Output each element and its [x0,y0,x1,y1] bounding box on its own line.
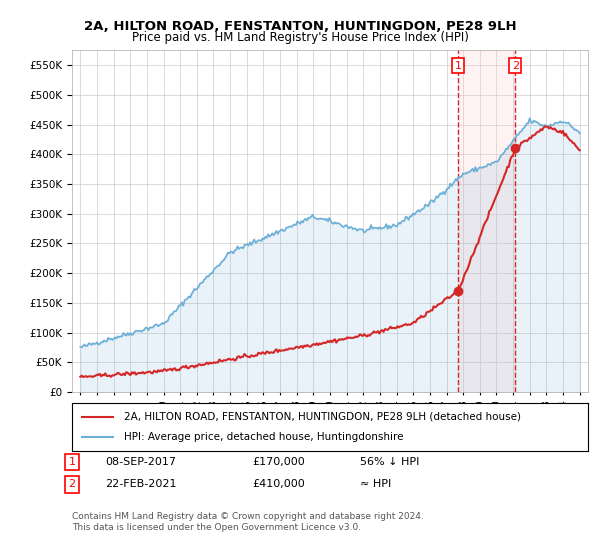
Bar [458,50,515,392]
Text: 56% ↓ HPI: 56% ↓ HPI [360,457,419,467]
Text: 1: 1 [455,60,461,71]
Text: HPI: Average price, detached house, Huntingdonshire: HPI: Average price, detached house, Hunt… [124,432,403,442]
Text: 2A, HILTON ROAD, FENSTANTON, HUNTINGDON, PE28 9LH (detached house): 2A, HILTON ROAD, FENSTANTON, HUNTINGDON,… [124,412,521,422]
Text: £170,000: £170,000 [252,457,305,467]
Text: £410,000: £410,000 [252,479,305,489]
Text: 2A, HILTON ROAD, FENSTANTON, HUNTINGDON, PE28 9LH: 2A, HILTON ROAD, FENSTANTON, HUNTINGDON,… [83,20,517,32]
Text: 1: 1 [68,457,76,467]
Text: Price paid vs. HM Land Registry's House Price Index (HPI): Price paid vs. HM Land Registry's House … [131,31,469,44]
Text: 08-SEP-2017: 08-SEP-2017 [105,457,176,467]
Text: Contains HM Land Registry data © Crown copyright and database right 2024.
This d: Contains HM Land Registry data © Crown c… [72,512,424,532]
Text: 2: 2 [68,479,76,489]
Text: 22-FEB-2021: 22-FEB-2021 [105,479,176,489]
Text: ≈ HPI: ≈ HPI [360,479,391,489]
Text: 2: 2 [512,60,519,71]
